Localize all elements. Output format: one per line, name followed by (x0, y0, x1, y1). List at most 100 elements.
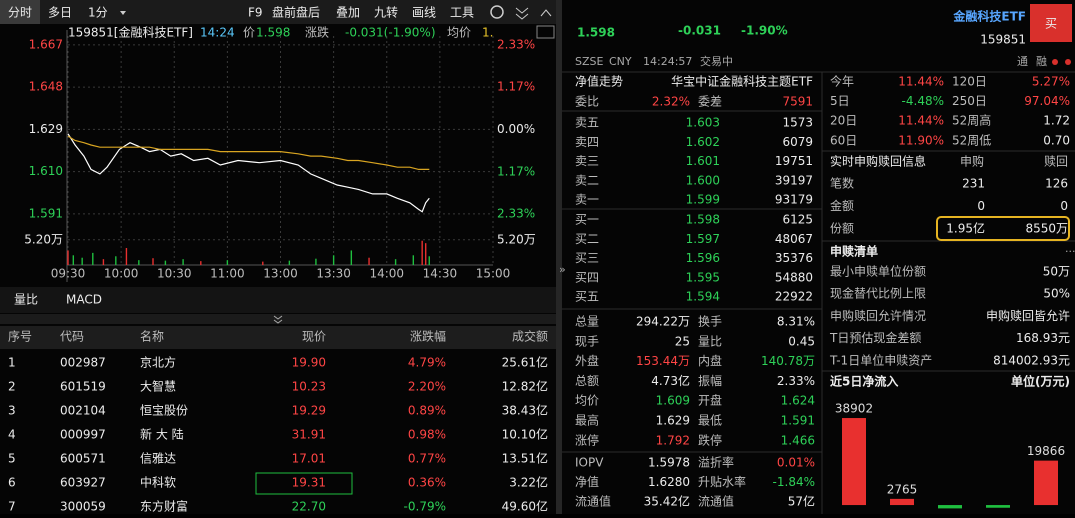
x-tick-label: 15:00 (476, 267, 511, 281)
table-cell[interactable]: 京北方 (140, 355, 176, 370)
table-cell: 49.60亿 (502, 499, 548, 514)
active-tab (0, 0, 40, 24)
toolbar-tab[interactable]: 分时 (8, 6, 32, 20)
table-cell: 2 (8, 380, 16, 394)
table-header-cell: 现价 (302, 330, 326, 344)
stat-value: 35.42亿 (644, 494, 690, 509)
indicator-tab[interactable]: 量比 (14, 293, 38, 307)
badge-icon (1065, 59, 1071, 65)
stat-label: 流通值 (698, 494, 734, 509)
book-volume: 6125 (782, 213, 813, 227)
price-line (67, 133, 430, 213)
table-cell[interactable]: 恒宝股份 (140, 404, 188, 418)
volume-bar (200, 261, 202, 265)
list-label: T日预估现金差额 (829, 330, 921, 345)
stat-label: 溢折率 (698, 455, 734, 470)
stat-value: 1.629 (656, 414, 690, 428)
table-header-cell: 序号 (8, 329, 32, 344)
table-cell: 7 (8, 500, 16, 514)
buy-button[interactable] (1030, 4, 1072, 42)
book-volume: 39197 (775, 173, 813, 187)
toolbar-button[interactable]: 九转 (374, 5, 398, 20)
table-cell: 19.29 (292, 404, 326, 418)
toolbar-button[interactable]: F9 (248, 6, 263, 20)
expand-icon[interactable] (273, 315, 283, 324)
collapse-arrow[interactable]: » (559, 263, 566, 276)
book-price: 1.600 (686, 173, 720, 187)
table-cell: 2.20% (408, 380, 446, 394)
nav-link[interactable]: 净值走势 (575, 74, 623, 89)
table-cell[interactable]: 东方财富 (140, 499, 188, 514)
badge-icon (1052, 59, 1058, 65)
up-icon[interactable] (540, 9, 552, 17)
stat-value: 2.33% (777, 374, 815, 388)
security-name: 金融科技ETF (952, 9, 1026, 24)
toolbar-button[interactable]: 叠加 (336, 6, 360, 20)
book-label: 买一 (575, 213, 599, 227)
toolbar-button[interactable]: 工具 (450, 6, 474, 20)
redemption-label: 笔数 (830, 176, 854, 191)
redemption-value: 0 (977, 199, 985, 213)
highlight-box (936, 216, 1070, 241)
stat-label: 量比 (698, 334, 722, 348)
stat-label: 60日 (830, 133, 857, 147)
more-icon[interactable]: ··· (1065, 245, 1075, 258)
list-label: 现金替代比例上限 (830, 286, 926, 301)
table-cell: 13.51亿 (502, 451, 548, 466)
collapse-icon[interactable] (515, 7, 529, 20)
book-price: 1.594 (686, 290, 720, 304)
dropdown-icon[interactable] (120, 11, 126, 15)
table-cell: 1 (8, 356, 16, 370)
stat-value: 4.73亿 (651, 373, 690, 388)
book-label: 买四 (575, 270, 599, 284)
stat-value: 1.5978 (648, 456, 690, 470)
diff-label: 委差 (698, 95, 722, 109)
book-price: 1.601 (686, 154, 720, 168)
toolbar-tab[interactable]: 1分 (88, 6, 108, 20)
volume-bar (262, 261, 264, 265)
buy-label[interactable]: 买 (1045, 17, 1057, 31)
volume-bar (115, 256, 117, 265)
table-cell: 601519 (60, 380, 106, 394)
chart-header: 均价 (447, 26, 471, 40)
x-tick-label: 13:00 (263, 267, 298, 281)
toolbar-tab[interactable]: 多日 (48, 6, 72, 20)
popout-icon[interactable] (536, 25, 555, 39)
toolbar-button[interactable]: 盘前盘后 (272, 5, 320, 20)
stat-value: 0.70 (1043, 133, 1070, 147)
book-price: 1.596 (686, 251, 720, 265)
table-cell[interactable]: 中科软 (140, 475, 176, 490)
stat-value: 57亿 (788, 494, 815, 509)
quote-meta: SZSE (575, 55, 604, 68)
table-cell: 0.36% (408, 476, 446, 490)
volume-bar (412, 255, 415, 265)
ratio-value: 2.32% (652, 95, 690, 109)
stat-value: 1.72 (1043, 114, 1070, 128)
y2-tick-label: 0.00% (497, 122, 535, 136)
redemption-header: 申购 (960, 154, 984, 169)
redemption-value: 0 (1060, 199, 1068, 213)
list-label: T-1日单位申赎资产 (829, 352, 932, 367)
table-cell[interactable]: 大智慧 (140, 379, 176, 394)
indicator-tab[interactable]: MACD (66, 293, 102, 307)
table-cell[interactable]: 新 大 陆 (140, 427, 184, 442)
table-cell: 22.70 (292, 500, 326, 514)
stat-value: 8.31% (777, 315, 815, 329)
settings-icon[interactable] (490, 5, 504, 19)
ratio-label: 委比 (575, 95, 599, 109)
inflow-value-label: 38902 (835, 402, 873, 416)
book-price: 1.598 (686, 213, 720, 227)
table-cell[interactable]: 信雅达 (140, 451, 176, 466)
table-cell: 0.98% (408, 428, 446, 442)
toolbar-button[interactable]: 画线 (412, 6, 436, 20)
book-volume: 48067 (775, 232, 813, 246)
stat-label: 52周低 (952, 133, 991, 147)
price-change: -0.031 (678, 24, 721, 38)
table-cell: 6 (8, 476, 16, 490)
quote-meta: 14:24:57 (643, 55, 692, 68)
selected-cell (255, 472, 353, 495)
stat-value: 294.22万 (636, 315, 690, 329)
stat-label: 250日 (952, 94, 987, 108)
table-cell: 3.22亿 (509, 475, 548, 490)
